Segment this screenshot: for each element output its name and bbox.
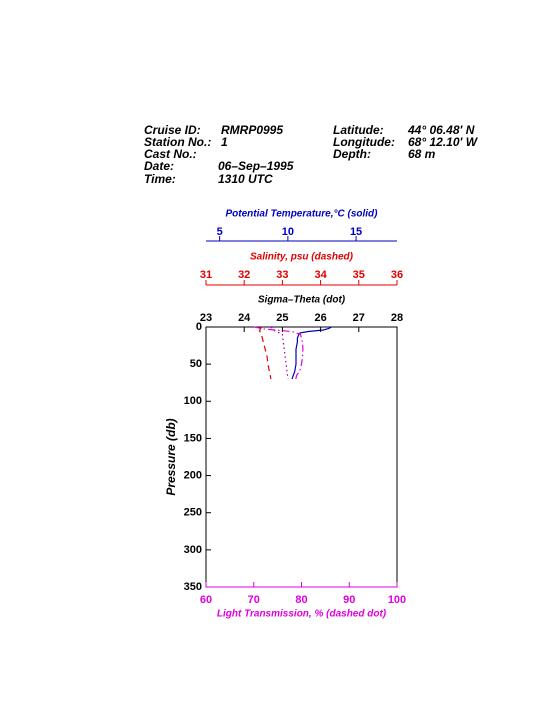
y-tick-label: 200 [184, 469, 202, 481]
x-tick-label: 34 [314, 269, 327, 281]
header-label: Longitude: [333, 135, 395, 149]
x-tick-label: 31 [200, 269, 212, 281]
x-tick-label: 15 [350, 226, 362, 238]
x-tick-label: 32 [238, 269, 250, 281]
header-label: Time: [144, 172, 176, 186]
x-tick-label: 26 [314, 312, 326, 324]
profile-line [291, 326, 332, 380]
x-tick-label: 10 [282, 226, 294, 238]
header-label: Depth: [333, 147, 371, 161]
x-tick-label: 5 [217, 226, 223, 238]
header-value: 44° 06.48' N [407, 123, 475, 137]
profile-line [270, 326, 289, 380]
header-label: Station No.: [144, 135, 211, 149]
header-label: Latitude: [333, 123, 384, 137]
header-value: 1310 UTC [218, 172, 273, 186]
axis-title: Sigma–Theta (dot) [258, 295, 346, 306]
axis-title: Salinity, psu (dashed) [250, 252, 354, 263]
y-tick-label: 150 [184, 432, 202, 444]
x-tick-label: 100 [388, 594, 406, 606]
y-axis-label: Pressure (db) [164, 418, 178, 495]
header-value: 06–Sep–1995 [218, 159, 294, 173]
y-tick-label: 0 [196, 321, 202, 333]
y-tick-label: 250 [184, 507, 202, 519]
x-tick-label: 90 [343, 594, 355, 606]
profile-line [258, 326, 272, 380]
x-tick-label: 23 [200, 312, 212, 324]
y-tick-label: 50 [190, 358, 202, 370]
x-tick-label: 35 [353, 269, 365, 281]
y-tick-label: 350 [184, 581, 202, 593]
profile-line [253, 326, 304, 380]
header-label: Date: [144, 159, 174, 173]
axis-title: Light Transmission, % (dashed dot) [217, 609, 387, 620]
header-label: Cast No.: [144, 147, 197, 161]
header-label: Cruise ID: [144, 123, 201, 137]
x-tick-label: 27 [353, 312, 365, 324]
header-value: RMRP0995 [221, 123, 283, 137]
x-tick-label: 36 [391, 269, 403, 281]
x-tick-label: 70 [248, 594, 260, 606]
x-tick-label: 80 [295, 594, 307, 606]
header-value: 68° 12.10' W [408, 135, 479, 149]
y-tick-label: 100 [184, 395, 202, 407]
x-tick-label: 60 [200, 594, 212, 606]
axis-title: Potential Temperature,°C (solid) [226, 209, 379, 220]
y-tick-label: 300 [184, 544, 202, 556]
x-tick-label: 28 [391, 312, 403, 324]
x-tick-label: 24 [238, 312, 251, 324]
header-value: 68 m [408, 147, 436, 161]
x-tick-label: 33 [276, 269, 288, 281]
x-tick-label: 25 [276, 312, 288, 324]
header-value: 1 [221, 135, 228, 149]
